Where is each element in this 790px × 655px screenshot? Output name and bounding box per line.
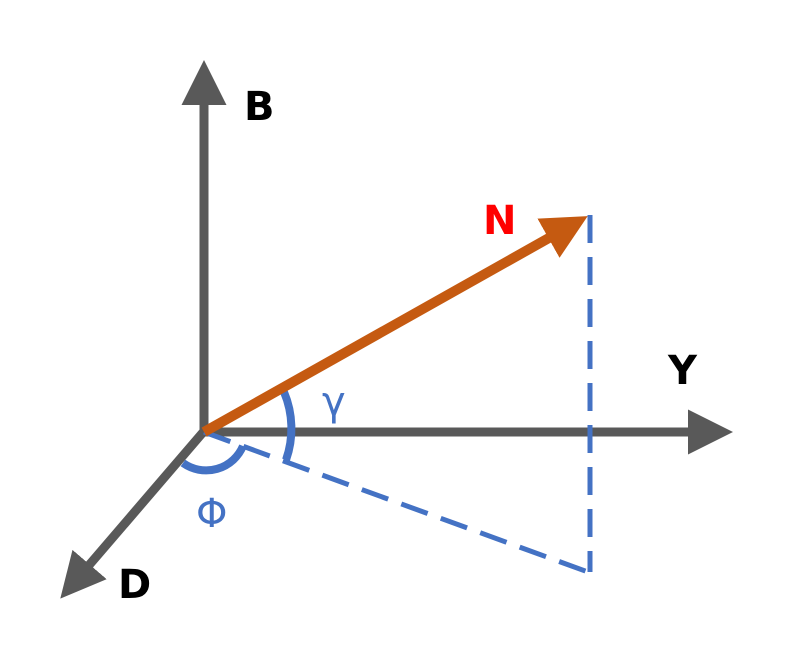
axis-b-label: B	[244, 84, 275, 130]
vector-n-label: N	[483, 198, 516, 244]
vector-n	[201, 216, 588, 437]
phi-angle-label: Φ	[196, 491, 227, 537]
d-axis	[60, 427, 209, 599]
axis-y-label: Y	[667, 348, 698, 394]
axis-d-label: D	[118, 562, 151, 608]
phi-angle-arc	[180, 444, 247, 475]
gamma-angle-label: γ	[322, 379, 346, 425]
gamma-angle-arc	[280, 390, 296, 462]
projection-line-horizontal	[203, 429, 589, 575]
